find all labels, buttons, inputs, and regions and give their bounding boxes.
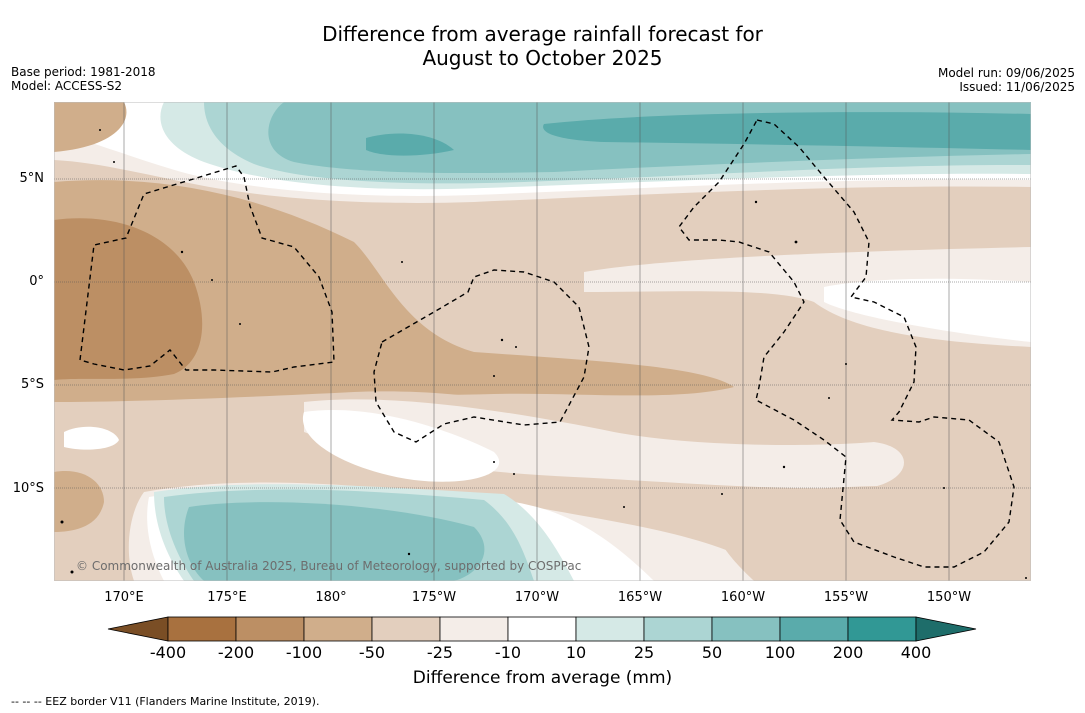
west-brown-2 [54,218,203,380]
colorbar-segment [847,616,917,642]
colorbar-segment [779,616,849,642]
north-green-4 [543,112,1031,150]
y-tick-5n: 5°N [19,171,45,186]
colorbar-tick-label: -200 [217,643,255,662]
colorbar-segment [167,616,237,642]
east-white-patch [824,278,1031,342]
islands [60,129,1027,579]
colorbar-segment [507,616,577,642]
colorbar [107,616,977,642]
colorbar-tick-label: -400 [149,643,187,662]
colorbar-segment [303,616,373,642]
colorbar-segment [711,616,781,642]
gridlines [54,178,1031,489]
colorbar-segments [107,616,977,642]
colorbar-tick-label: -100 [285,643,323,662]
meta-right: Model run: 09/06/2025 Issued: 11/06/2025 [938,66,1075,94]
x-tick-155w: 155°W [823,590,869,605]
eez-kiribati-phoenix [373,269,590,443]
x-tick-175w: 175°W [411,590,457,605]
south-white-patch [302,410,500,482]
north-green-5 [366,133,454,156]
copyright-text: © Commonwealth of Australia 2025, Bureau… [76,559,581,573]
issued-text: Issued: 11/06/2025 [959,80,1075,94]
x-tick-170e: 170°E [104,590,144,605]
colorbar-tick-label: 50 [701,643,723,662]
meta-left: Base period: 1981-2018 Model: ACCESS-S2 [11,65,156,93]
colorbar-tick-label: -25 [426,643,454,662]
title-line-1: Difference from average rainfall forecas… [322,22,763,46]
model-text: Model: ACCESS-S2 [11,79,123,93]
y-tick-0: 0° [29,274,44,289]
colorbar-arrow-low [107,616,169,642]
map-frame [54,102,1031,581]
colorbar-segment [575,616,645,642]
south-green-3 [184,502,485,581]
colorbar-segment [439,616,509,642]
eez-footnote: -- -- -- EEZ border V11 (Flanders Marine… [11,695,320,708]
colorbar-tick-label: 200 [832,643,864,662]
rainfall-map: © Commonwealth of Australia 2025, Bureau… [54,102,1031,581]
colorbar-title: Difference from average (mm) [412,668,673,688]
eez-borders [79,119,1015,568]
base-period-text: Base period: 1981-2018 [11,65,156,79]
eez-kiribati-line [678,119,1015,568]
x-tick-175e: 175°E [207,590,247,605]
model-run-text: Model run: 09/06/2025 [937,66,1075,80]
meridians [123,102,950,581]
colorbar-arrow-high [915,616,977,642]
se-brown-band [712,485,1031,581]
colorbar-tick-label: -50 [358,643,386,662]
eez-kiribati-gilbert [79,165,335,373]
colorbar-tick-label: 400 [900,643,932,662]
x-tick-160w: 160°W [720,590,766,605]
x-tick-165w: 165°W [617,590,663,605]
y-tick-5s: 5°S [20,377,44,392]
x-tick-150w: 150°W [926,590,972,605]
sw-brown [54,471,104,532]
x-tick-180: 180° [315,590,347,605]
map-title: Difference from average rainfall forecas… [0,22,1085,70]
title-line-2: August to October 2025 [422,46,663,70]
colorbar-segment [643,616,713,642]
colorbar-tick-label: -10 [494,643,522,662]
y-tick-10s: 10°S [12,481,44,496]
colorbar-tick-label: 10 [565,643,587,662]
colorbar-segment [235,616,305,642]
west-brown-1 [54,180,734,422]
colorbar-segment [371,616,441,642]
west-white-patch [64,426,119,450]
colorbar-tick-label: 25 [633,643,655,662]
x-tick-170w: 170°W [514,590,560,605]
nw-brown [54,102,127,152]
colorbar-tick-label: 100 [764,643,796,662]
